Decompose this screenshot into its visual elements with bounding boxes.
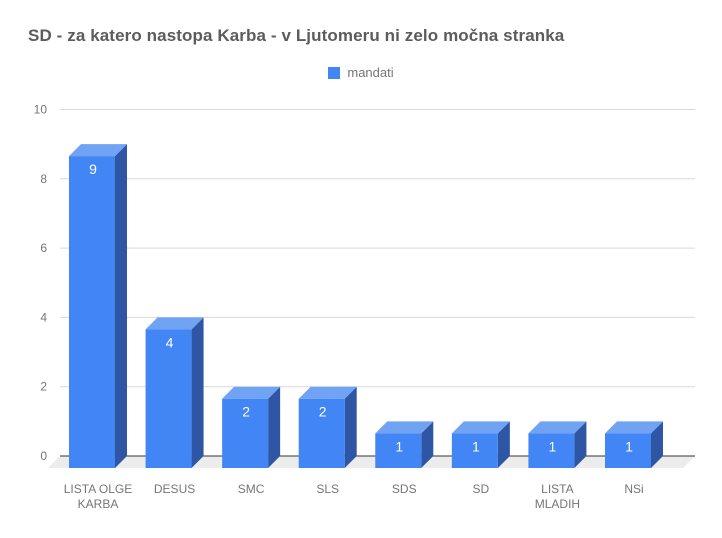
y-axis-tick-label: 10 [34,103,48,117]
bar-value-label: 2 [242,404,250,420]
bar-top-face [451,421,510,434]
bar-value-label: 1 [549,438,557,454]
bar-front-face [145,329,192,468]
y-axis-tick-label: 4 [40,310,47,324]
y-axis-tick-label: 0 [40,449,47,463]
x-axis-label: MLADIH [535,497,580,511]
bar-side-face [268,386,281,468]
chart-title: SD - za katero nastopa Karba - v Ljutome… [28,26,565,45]
bar-side-face [115,144,127,468]
x-axis-label: SLS [316,482,339,496]
bar-side-face [191,317,204,468]
bar-side-face [650,421,663,468]
bar-top-face [222,386,281,399]
bar-front-face [451,433,498,468]
x-axis-label: DESUS [154,482,195,496]
bar-sls[interactable]: 2 [298,386,357,468]
y-axis-tick-label: 2 [40,380,47,394]
bar-front-face [604,433,651,468]
x-axis-label: SDS [392,482,417,496]
bar-value-label: 1 [625,438,633,454]
bar-front-face [298,398,345,468]
bar-front-face [375,433,422,468]
bar-top-face [528,421,587,434]
bar-side-face [574,421,587,468]
chart-floor [48,456,695,468]
bar-value-label: 9 [89,161,97,177]
bar-sd[interactable]: 1 [451,421,510,468]
legend-swatch-icon [328,66,341,79]
bar-desus[interactable]: 4 [145,317,204,468]
x-axis-label: NSi [624,482,643,496]
bar-side-face [421,421,434,468]
bar-value-label: 2 [319,404,327,420]
bar-top-face [604,421,663,434]
bar-top-face [69,144,127,157]
x-axis-label: SMC [238,482,265,496]
bar-lista-olge-karba[interactable]: 9 [69,144,127,468]
bar-sds[interactable]: 1 [375,421,434,468]
bar-front-face [528,433,575,468]
bar-front-face [222,398,269,468]
bar-top-face [298,386,357,399]
bar-top-face [375,421,434,434]
bar-value-label: 1 [472,438,480,454]
x-axis-label: SD [473,482,490,496]
bar-value-label: 1 [395,438,403,454]
bar-nsi[interactable]: 1 [604,421,663,468]
bar-side-face [497,421,510,468]
x-axis-label: KARBA [78,497,119,511]
x-axis-label: LISTA OLGE [64,482,132,496]
bar-front-face [69,156,115,468]
bar-top-face [145,317,204,330]
legend-label: mandati [347,65,394,80]
x-axis-label: LISTA [541,482,573,496]
chart-legend: mandati [0,65,722,80]
y-axis-tick-label: 6 [40,241,47,255]
y-axis-tick-label: 8 [40,172,47,186]
bar-smc[interactable]: 2 [222,386,281,468]
bar-lista-mladih[interactable]: 1 [528,421,587,468]
bar-value-label: 4 [166,334,174,350]
bar-side-face [344,386,357,468]
